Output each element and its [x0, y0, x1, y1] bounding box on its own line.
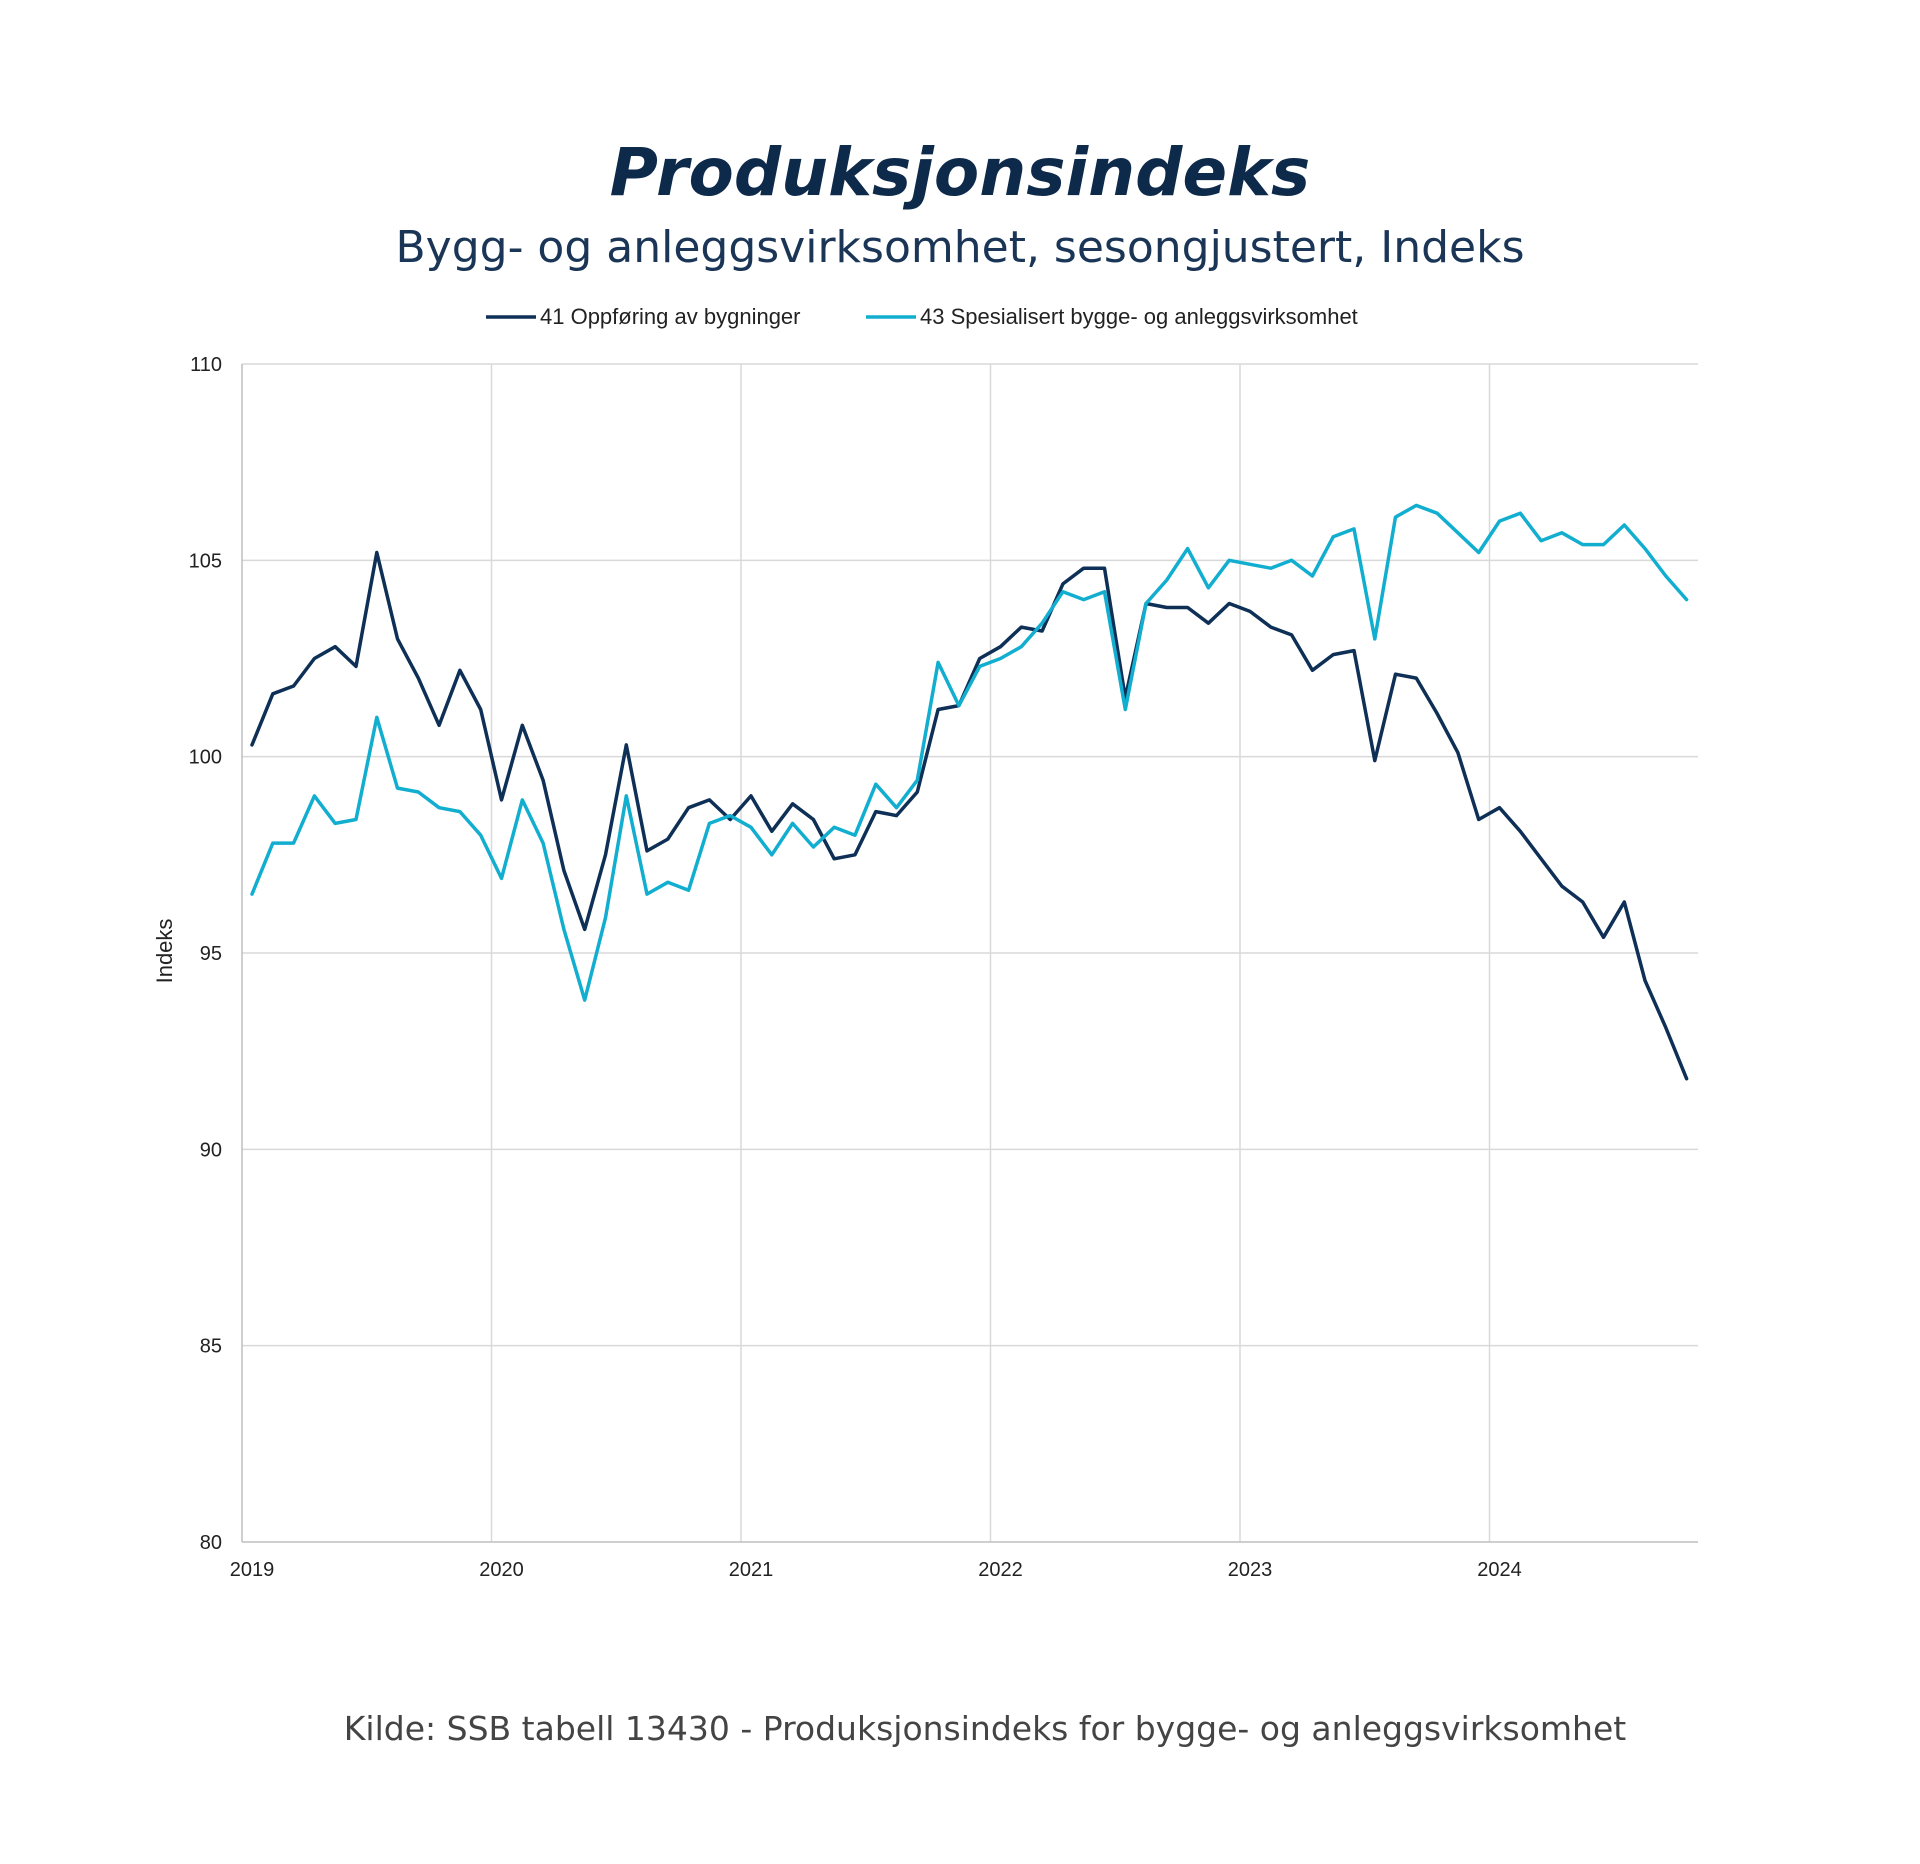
- y-tick-label: 110: [190, 354, 222, 376]
- legend: 41 Oppføring av bygninger 43 Spesialiser…: [486, 304, 1358, 329]
- y-tick-label: 95: [200, 943, 222, 965]
- x-tick-label: 2023: [1228, 1559, 1273, 1581]
- source-note: Kilde: SSB tabell 13430 - Produksjonsind…: [344, 1709, 1626, 1748]
- y-axis-label: Indeks: [152, 919, 177, 984]
- x-tick-label: 2021: [729, 1559, 774, 1581]
- x-tick-label: 2024: [1477, 1559, 1522, 1581]
- y-tick-label: 100: [189, 747, 222, 769]
- y-tick-label: 80: [200, 1532, 222, 1554]
- series-line-41: [250, 550, 1689, 1081]
- y-tick-labels: 80 85 90 95 100 105 110: [189, 354, 222, 1554]
- legend-label-41: 41 Oppføring av bygninger: [540, 304, 801, 329]
- x-tick-labels: 2019 2020 2021 2022 2023 2024: [230, 1559, 1522, 1581]
- series-line-43: [250, 503, 1689, 1002]
- x-tick-label: 2019: [230, 1559, 275, 1581]
- y-tick-label: 90: [200, 1139, 222, 1161]
- chart-subtitle: Bygg- og anleggsvirksomhet, sesongjuster…: [395, 222, 1524, 273]
- y-tick-label: 105: [189, 550, 222, 572]
- legend-label-43: 43 Spesialisert bygge- og anleggsvirksom…: [920, 304, 1358, 329]
- axes: [241, 364, 1698, 1543]
- series-lines: [250, 503, 1689, 1081]
- y-tick-label: 85: [200, 1336, 222, 1358]
- x-tick-label: 2022: [978, 1559, 1023, 1581]
- x-tick-label: 2020: [479, 1559, 524, 1581]
- chart-title: Produksjonsindeks: [610, 134, 1311, 211]
- gridlines: [242, 363, 1698, 1542]
